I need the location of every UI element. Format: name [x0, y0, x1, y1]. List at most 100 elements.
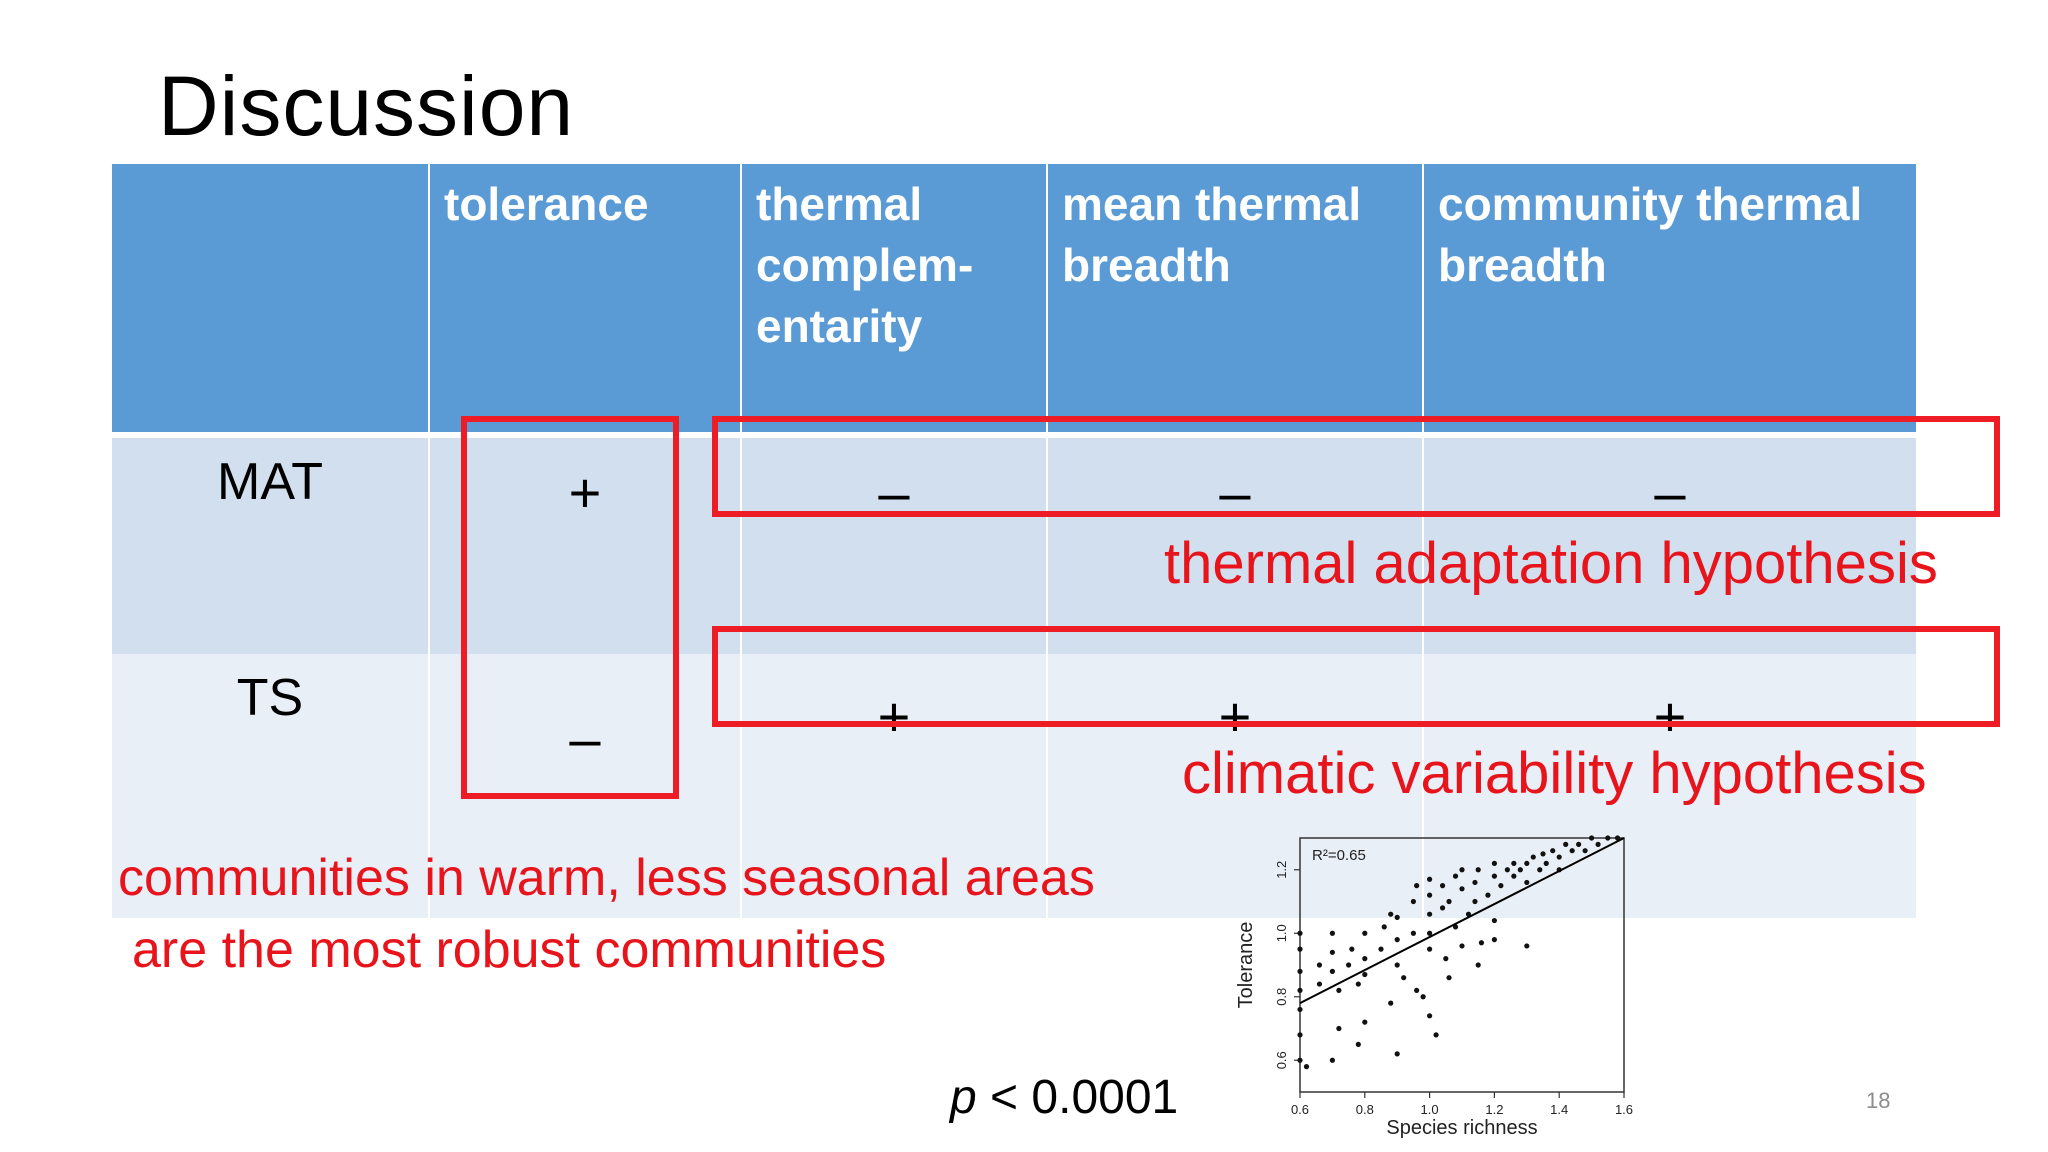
data-point	[1475, 867, 1481, 873]
x-tick-label: 0.8	[1356, 1102, 1374, 1117]
data-point	[1478, 940, 1485, 946]
data-point	[1297, 1032, 1303, 1038]
y-tick-label: 0.6	[1274, 1051, 1289, 1069]
data-point	[1576, 841, 1582, 847]
y-tick-label: 1.2	[1274, 861, 1289, 879]
cell-mat-complementarity: –	[740, 435, 1048, 654]
data-point	[1427, 911, 1433, 917]
data-point	[1485, 892, 1491, 898]
data-point	[1472, 879, 1478, 886]
data-point	[1394, 962, 1400, 968]
data-point	[1401, 975, 1407, 981]
data-point	[1491, 860, 1497, 866]
data-point	[1537, 867, 1543, 873]
data-point	[1427, 892, 1433, 898]
data-point	[1303, 1064, 1310, 1070]
data-point	[1329, 930, 1335, 936]
conclusion-line-1: communities in warm, less seasonal areas	[118, 849, 1095, 907]
data-point	[1316, 962, 1323, 968]
data-point	[1316, 981, 1323, 987]
y-tick-label: 1.0	[1274, 924, 1289, 942]
data-point	[1362, 971, 1368, 978]
p-value: p < 0.0001	[950, 1070, 1178, 1125]
data-point	[1329, 968, 1335, 974]
data-point	[1569, 848, 1575, 854]
header-cell-mean-thermal-breadth: mean thermal breadth	[1046, 164, 1424, 438]
x-tick-label: 0.6	[1291, 1102, 1309, 1117]
data-point	[1540, 851, 1546, 857]
data-point	[1414, 883, 1420, 889]
row-label-mat: MAT	[110, 435, 430, 654]
data-point	[1524, 879, 1530, 886]
data-point	[1491, 917, 1497, 924]
data-point	[1446, 975, 1452, 981]
data-point	[1414, 987, 1420, 993]
cell-ts-mean-breadth: +	[1046, 654, 1424, 918]
cell-ts-community-breadth: +	[1422, 654, 1918, 918]
data-point	[1452, 873, 1459, 879]
data-point	[1329, 949, 1335, 955]
data-point	[1388, 1000, 1394, 1006]
data-point	[1394, 937, 1400, 943]
header-cell-community-thermal-breadth: community thermal breadth	[1422, 164, 1918, 438]
data-point	[1446, 898, 1452, 905]
plot-frame	[1299, 837, 1625, 1093]
data-point	[1297, 946, 1303, 952]
data-point	[1427, 876, 1433, 882]
data-point	[1472, 898, 1478, 905]
data-point	[1297, 1057, 1303, 1063]
data-point	[1459, 886, 1465, 892]
data-point	[1297, 968, 1303, 974]
r-squared-annotation: R²=0.65	[1312, 847, 1366, 864]
data-point	[1563, 841, 1569, 847]
data-point	[1336, 1025, 1342, 1032]
header-cell-thermal-complementarity: thermal complem- entarity	[740, 164, 1048, 438]
x-tick-label: 1.0	[1421, 1102, 1439, 1117]
data-point	[1530, 854, 1536, 860]
data-point	[1556, 854, 1562, 860]
data-point	[1595, 841, 1601, 847]
data-point	[1524, 860, 1530, 866]
data-point	[1543, 860, 1549, 866]
table-header-row: tolerance thermal complem- entarity mean…	[110, 164, 1918, 438]
data-point	[1459, 943, 1465, 949]
thermal-adaptation-label: thermal adaptation hypothesis	[1164, 531, 1938, 596]
data-point	[1381, 924, 1387, 930]
data-point	[1420, 994, 1426, 1000]
data-point	[1511, 860, 1517, 866]
p-symbol: p	[950, 1071, 977, 1124]
row-label-ts: TS	[110, 654, 430, 918]
slide-number: 18	[1866, 1088, 1891, 1113]
results-table: tolerance thermal complem- entarity mean…	[110, 164, 1918, 918]
data-point	[1355, 981, 1361, 987]
x-tick-label: 1.6	[1615, 1102, 1633, 1117]
table-row-mat: MAT + – – –	[110, 435, 1918, 654]
data-point	[1336, 987, 1342, 993]
data-point	[1388, 911, 1394, 917]
cell-ts-complementarity: +	[740, 654, 1048, 918]
data-point	[1362, 930, 1368, 936]
p-threshold: < 0.0001	[976, 1071, 1179, 1124]
y-tick-label: 0.8	[1274, 988, 1289, 1006]
data-point	[1329, 1057, 1335, 1063]
tolerance-highlight-box	[461, 416, 679, 799]
fit-line	[1299, 837, 1625, 1004]
data-point	[1297, 930, 1303, 936]
data-point	[1427, 930, 1433, 936]
data-point	[1362, 956, 1368, 962]
data-point	[1439, 883, 1446, 889]
data-point	[1550, 848, 1556, 854]
x-tick-label: 1.2	[1485, 1102, 1503, 1117]
data-point	[1491, 937, 1497, 943]
data-point	[1427, 1013, 1433, 1019]
cell-ts-tolerance: –	[428, 654, 742, 918]
cell-mat-mean-breadth: –	[1046, 435, 1424, 654]
slide-title: Discussion	[158, 59, 575, 153]
table-row-ts: TS – + + +	[110, 654, 1918, 918]
data-point	[1524, 943, 1530, 949]
data-point	[1394, 914, 1400, 920]
conclusion-line-2: are the most robust communities	[132, 921, 887, 979]
y-axis-label: Tolerance	[1235, 922, 1257, 1009]
data-point	[1349, 946, 1355, 952]
data-point	[1614, 835, 1621, 841]
